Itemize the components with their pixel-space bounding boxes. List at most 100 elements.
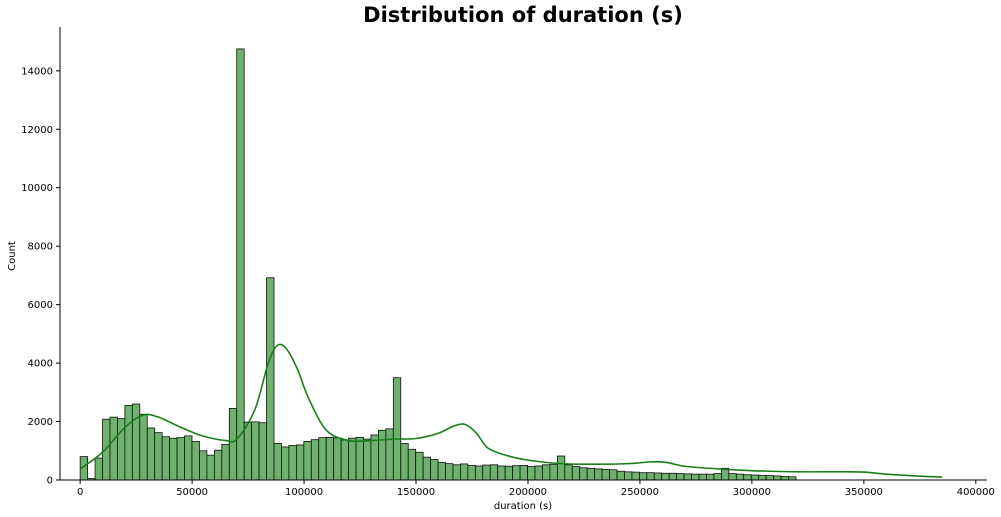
histogram-bar <box>698 473 707 481</box>
histogram-bar <box>750 474 760 481</box>
histogram-bar <box>176 437 185 481</box>
histogram-bar <box>534 465 543 481</box>
histogram-bar <box>325 436 335 481</box>
histogram-bar <box>482 464 491 481</box>
histogram-bar <box>497 465 506 481</box>
x-tick-label: 350000 <box>845 487 883 498</box>
y-tick-label: 14000 <box>21 66 53 77</box>
histogram-bar <box>377 429 387 481</box>
histogram-bar <box>333 437 342 481</box>
histogram-bar <box>348 437 357 481</box>
histogram-bar <box>355 436 364 481</box>
chart-title: Distribution of duration (s) <box>363 3 683 27</box>
histogram-bar <box>422 456 432 481</box>
histogram-bar <box>273 443 282 481</box>
histogram-bar <box>564 464 573 481</box>
histogram-bar <box>713 473 722 481</box>
histogram-bar <box>519 464 528 481</box>
y-tick-label: 6000 <box>28 300 53 311</box>
x-tick-label: 400000 <box>957 487 995 498</box>
histogram-bar <box>124 405 133 481</box>
x-tick-label: 150000 <box>397 487 435 498</box>
histogram-bar <box>646 472 655 481</box>
ticks-group: 0 50000 100000 150000 200000 250000 300000 3500… <box>21 66 995 498</box>
x-tick-label: 300000 <box>733 487 771 498</box>
histogram-bar <box>236 48 245 481</box>
histogram-bar <box>504 465 514 481</box>
x-tick-label: 250000 <box>621 487 659 498</box>
histogram-bar <box>728 473 737 481</box>
histogram-bar <box>109 416 118 481</box>
histogram-bar <box>392 377 402 481</box>
histogram-bar <box>295 444 305 481</box>
kde-group <box>79 343 943 478</box>
histogram-bar <box>154 432 163 481</box>
histogram-bar <box>616 470 625 481</box>
histogram-bar <box>184 435 193 481</box>
histogram-bar <box>94 457 103 481</box>
histogram-bar <box>549 463 558 481</box>
histogram-bar <box>556 455 566 481</box>
y-tick-label: 8000 <box>28 242 53 253</box>
histogram-bar <box>743 474 752 481</box>
histogram-bar <box>638 472 648 481</box>
x-tick-label: 200000 <box>509 487 547 498</box>
histogram-bar <box>691 473 700 481</box>
histogram-bar <box>460 463 469 481</box>
histogram-bar <box>415 451 424 481</box>
histogram-bar <box>400 443 409 481</box>
histogram-bar <box>131 403 141 481</box>
y-axis-label: Count <box>7 241 18 271</box>
histogram-bar <box>609 469 618 481</box>
histogram-bar <box>706 473 715 481</box>
histogram-bar <box>661 472 670 481</box>
histogram-bar <box>139 413 148 481</box>
histogram-bar <box>191 441 200 481</box>
histogram-bar <box>370 434 379 481</box>
y-tick-label: 4000 <box>28 359 53 370</box>
histogram-bar <box>668 472 678 481</box>
histogram-bar <box>251 421 260 481</box>
histogram-bar <box>773 475 782 481</box>
kde-curve <box>79 343 943 478</box>
histogram-bar <box>571 466 581 481</box>
histogram-bar <box>430 459 439 481</box>
histogram-bar <box>683 473 692 481</box>
histogram-bar <box>542 464 551 481</box>
histogram-bar <box>213 449 223 481</box>
histogram-bar <box>735 473 745 481</box>
histogram-bar <box>288 445 297 481</box>
y-tick-label: 10000 <box>21 183 53 194</box>
histogram-bar <box>758 474 767 481</box>
histogram-bar <box>228 407 238 481</box>
histogram-bar <box>527 466 536 481</box>
histogram-bar <box>445 463 454 481</box>
axes-group <box>59 27 987 481</box>
histogram-bar <box>281 446 290 481</box>
y-tick-label: 2000 <box>28 417 53 428</box>
x-tick-label: 0 <box>77 487 83 498</box>
histogram-bar <box>467 464 476 481</box>
histogram-bar <box>601 469 610 481</box>
histogram-bar <box>765 475 774 481</box>
histogram-bar <box>199 450 208 481</box>
histogram-bar <box>579 467 588 481</box>
histogram-bar <box>363 438 372 481</box>
y-tick-label: 0 <box>47 476 53 487</box>
histogram-bar <box>474 465 484 481</box>
histogram-bar <box>340 439 349 481</box>
x-axis-label: duration (s) <box>494 501 552 512</box>
histogram-bar <box>161 436 171 481</box>
histogram-bar <box>452 464 461 481</box>
histogram-bar <box>243 421 253 481</box>
y-tick-label: 12000 <box>21 125 53 136</box>
histogram-bar <box>512 465 521 481</box>
histogram-bar <box>489 464 499 481</box>
histogram-bar <box>221 443 230 481</box>
histogram-bar <box>318 437 327 481</box>
x-tick-label: 50000 <box>176 487 208 498</box>
histogram-bar <box>146 427 156 481</box>
histogram-bar <box>594 468 603 481</box>
histogram-bar <box>631 471 640 481</box>
